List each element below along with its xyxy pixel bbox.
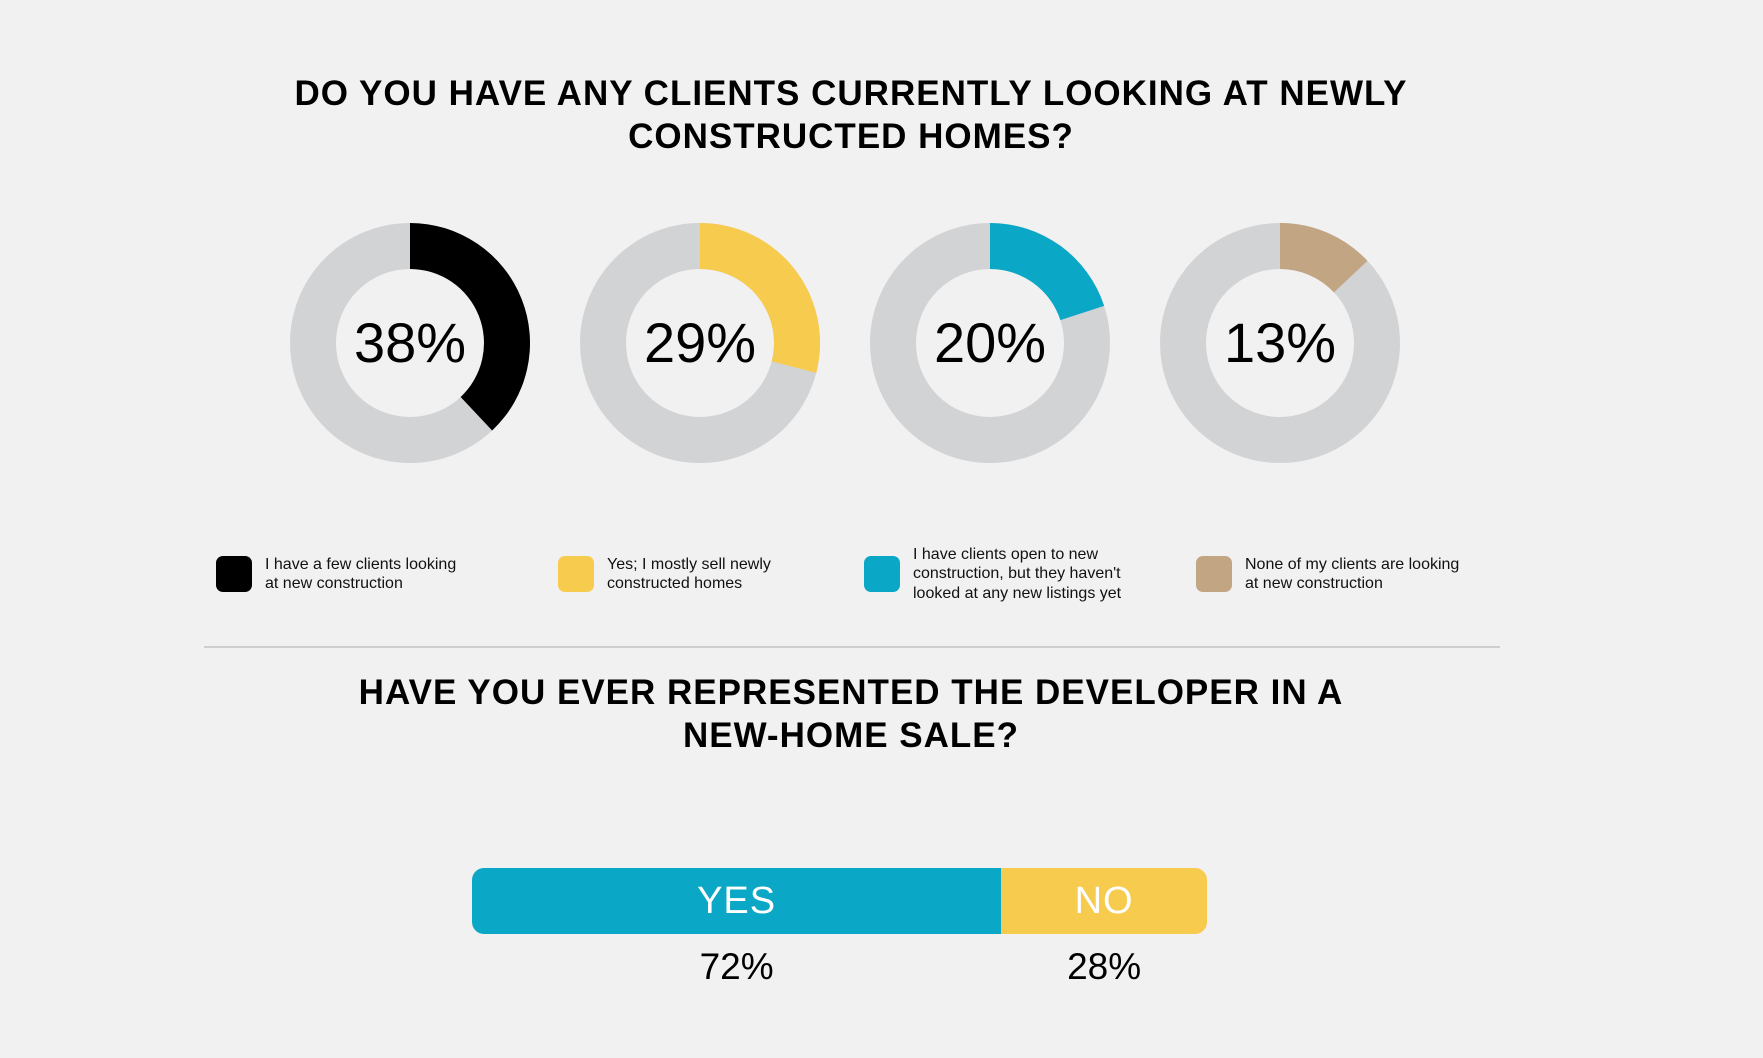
bar-segment-yes: YES [472, 868, 1002, 934]
legend-swatch [1196, 556, 1232, 592]
donut-slice [990, 223, 1105, 321]
donut-slice [1280, 223, 1368, 293]
donut-3: 20% [870, 223, 1110, 463]
chart-title-new-construction: DO YOU HAVE ANY CLIENTS CURRENTLY LOOKIN… [0, 72, 1702, 158]
donut-1: 38% [290, 223, 530, 463]
donut-percent-label: 29% [644, 311, 756, 374]
legend-item: Yes; I mostly sell newly constructed home… [558, 555, 771, 594]
title-line: HAVE YOU EVER REPRESENTED THE DEVELOPER … [358, 673, 1344, 712]
donut-4: 13% [1160, 223, 1400, 463]
legend-swatch [864, 556, 900, 592]
donut-percent-label: 38% [354, 311, 466, 374]
section-divider [204, 646, 1500, 648]
legend-item: I have clients open to new construction, … [864, 545, 1121, 604]
legend-label: None of my clients are looking at new con… [1245, 555, 1460, 593]
bar-segment-no: NO [1001, 868, 1207, 934]
legend-label: I have a few clients looking at new const… [265, 555, 457, 593]
chart-title-developer: HAVE YOU EVER REPRESENTED THE DEVELOPER … [0, 671, 1702, 757]
legend-label: I have clients open to new construction, … [913, 545, 1122, 602]
donut-percent-label: 20% [934, 311, 1046, 374]
legend-item: I have a few clients looking at new const… [216, 555, 456, 594]
title-line: CONSTRUCTED HOMES? [628, 117, 1074, 156]
donut-percent-label: 13% [1224, 311, 1336, 374]
donut-slice [410, 223, 530, 431]
legend-item: None of my clients are looking at new con… [1196, 555, 1459, 594]
bar-percent-label: 72% [699, 946, 774, 987]
title-line: DO YOU HAVE ANY CLIENTS CURRENTLY LOOKIN… [294, 74, 1408, 113]
donut-2: 29% [580, 223, 820, 463]
title-line: NEW-HOME SALE? [682, 716, 1020, 755]
stacked-bar: YES NO [472, 868, 1207, 934]
legend-swatch [558, 556, 594, 592]
legend-label: Yes; I mostly sell newly constructed home… [607, 555, 771, 593]
legend-swatch [216, 556, 252, 592]
bar-percent-label: 28% [1067, 946, 1142, 987]
donut-slice [700, 223, 820, 373]
donut-charts: 38% 29% 20% 13% [290, 223, 1400, 463]
